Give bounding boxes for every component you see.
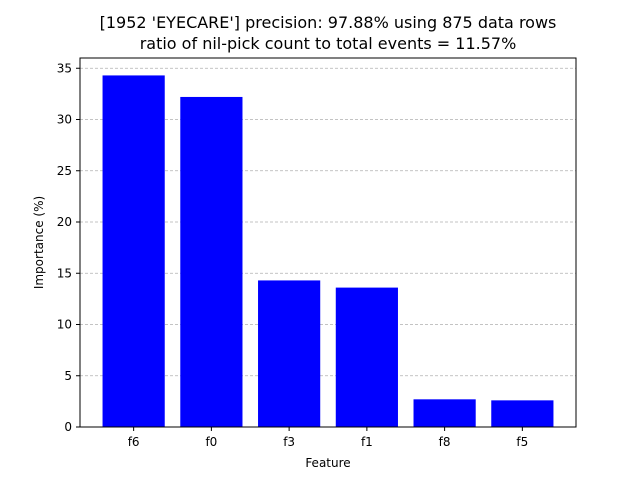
y-axis-ticks: 0 5 10 15 20 25 30 35 (57, 61, 80, 434)
x-tick-label: f3 (283, 435, 295, 449)
y-tick-label: 20 (57, 215, 72, 229)
y-tick-label: 15 (57, 266, 72, 280)
x-tick-label: f5 (516, 435, 528, 449)
x-tick-label: f1 (361, 435, 373, 449)
bar-f8 (413, 399, 476, 427)
y-tick-label: 5 (64, 369, 72, 383)
bar-f5 (491, 400, 554, 427)
bar-f1 (335, 287, 398, 427)
bar-f6 (102, 75, 165, 428)
y-tick-label: 30 (57, 113, 72, 127)
y-tick-label: 10 (57, 318, 72, 332)
y-axis-label: Importance (%) (32, 196, 46, 289)
x-axis-ticks: f6 f0 f3 f1 f8 f5 (128, 427, 528, 449)
bars (102, 75, 554, 428)
x-tick-label: f6 (128, 435, 140, 449)
chart-title: [1952 'EYECARE'] precision: 97.88% using… (100, 13, 557, 32)
x-tick-label: f8 (439, 435, 451, 449)
chart-subtitle: ratio of nil-pick count to total events … (140, 34, 517, 53)
x-axis-label: Feature (305, 456, 350, 470)
bar-f0 (180, 96, 243, 427)
y-tick-label: 0 (64, 420, 72, 434)
bar-f3 (258, 280, 321, 427)
y-tick-label: 25 (57, 164, 72, 178)
x-tick-label: f0 (205, 435, 217, 449)
y-tick-label: 35 (57, 61, 72, 75)
plot-frame (79, 57, 577, 428)
